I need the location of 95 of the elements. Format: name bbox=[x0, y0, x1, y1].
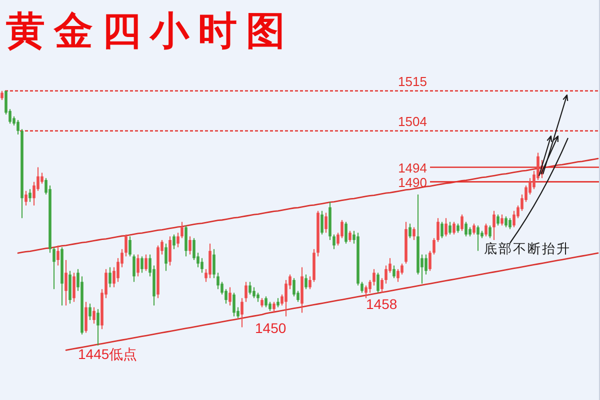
candlestick bbox=[320, 210, 324, 236]
candlestick bbox=[324, 212, 328, 234]
candlestick bbox=[228, 286, 232, 306]
candlestick bbox=[92, 306, 96, 324]
candlestick bbox=[440, 221, 444, 239]
candlestick bbox=[176, 232, 180, 248]
candlestick bbox=[364, 284, 368, 299]
candlestick bbox=[72, 272, 76, 302]
candlestick bbox=[344, 221, 348, 244]
candlestick bbox=[216, 272, 220, 290]
annotation: 1445低点 bbox=[78, 346, 138, 362]
candlestick bbox=[500, 214, 504, 226]
ref-line-label: 1504 bbox=[398, 114, 427, 129]
candlestick bbox=[208, 243, 212, 279]
candlestick bbox=[308, 276, 312, 290]
candlestick bbox=[132, 254, 136, 282]
candlestick bbox=[56, 244, 60, 266]
candlestick bbox=[448, 221, 452, 236]
candlestick bbox=[252, 286, 256, 299]
candlestick bbox=[188, 236, 192, 256]
candlestick bbox=[248, 281, 252, 296]
candlestick bbox=[464, 221, 468, 237]
candlestick bbox=[144, 254, 148, 272]
candlestick bbox=[304, 274, 308, 290]
ref-line-label: 1490 bbox=[398, 174, 427, 190]
candlestick bbox=[348, 230, 352, 242]
candlestick bbox=[64, 260, 68, 306]
candlestick bbox=[456, 223, 460, 234]
candlestick bbox=[172, 234, 176, 250]
candlestick bbox=[212, 248, 216, 279]
candlestick bbox=[392, 264, 396, 279]
candlestick bbox=[268, 301, 272, 312]
candlestick bbox=[136, 254, 140, 277]
candlestick bbox=[468, 226, 472, 237]
candlestick bbox=[52, 246, 56, 290]
candlestick bbox=[168, 236, 172, 266]
candlestick bbox=[452, 221, 456, 236]
candlestick bbox=[276, 298, 280, 308]
candlestick bbox=[332, 234, 336, 250]
candlestick bbox=[192, 238, 196, 260]
candlestick bbox=[380, 278, 384, 294]
candlestick bbox=[16, 120, 20, 136]
candlestick bbox=[408, 223, 412, 239]
candlestick bbox=[244, 281, 248, 302]
candlestick bbox=[444, 218, 448, 237]
candlestick bbox=[376, 272, 380, 294]
candlestick bbox=[184, 224, 188, 257]
candlestick bbox=[128, 236, 132, 257]
candlestick bbox=[108, 266, 112, 288]
candlestick bbox=[488, 224, 492, 239]
candlestick bbox=[264, 296, 268, 308]
candlestick bbox=[384, 264, 388, 284]
candlestick bbox=[496, 214, 500, 226]
candlestick bbox=[368, 280, 372, 294]
ref-line-label: 1494 bbox=[398, 160, 427, 176]
ref-line-label: 1515 bbox=[398, 74, 427, 89]
candlestick bbox=[432, 238, 436, 256]
candlestick bbox=[180, 221, 184, 239]
candlestick bbox=[400, 263, 404, 276]
candlestick bbox=[240, 298, 244, 328]
candlestick bbox=[0, 90, 4, 100]
candlestick bbox=[256, 292, 260, 302]
candlestick bbox=[272, 301, 276, 314]
candlestick bbox=[504, 216, 508, 228]
candlestick bbox=[260, 298, 264, 308]
candlestick bbox=[472, 223, 476, 236]
candlestick bbox=[284, 280, 288, 317]
candlestick bbox=[512, 210, 516, 228]
candlestick bbox=[436, 218, 440, 242]
chart-title: 黄金四小时图 bbox=[6, 10, 294, 53]
candlestick bbox=[232, 292, 236, 317]
candlestick bbox=[124, 234, 128, 257]
candlestick bbox=[164, 243, 168, 272]
candlestick bbox=[140, 256, 144, 274]
candlestick bbox=[492, 210, 496, 240]
candlestick bbox=[24, 190, 28, 206]
annotation: 底部不断抬升 bbox=[484, 241, 571, 256]
candlestick bbox=[292, 278, 296, 297]
candlestick bbox=[460, 214, 464, 232]
candlestick bbox=[396, 268, 400, 282]
candlestick bbox=[372, 268, 376, 286]
candlestick bbox=[360, 281, 364, 294]
candlestick bbox=[476, 224, 480, 252]
candlestick bbox=[96, 308, 100, 346]
candlestick bbox=[484, 223, 488, 237]
candlestick bbox=[88, 303, 92, 320]
annotation: 1450 bbox=[255, 320, 286, 336]
annotation: 1458 bbox=[366, 296, 398, 312]
candlestick bbox=[508, 218, 512, 230]
candlestick bbox=[84, 301, 88, 334]
candlestick bbox=[200, 258, 204, 274]
candlestick bbox=[428, 250, 432, 272]
candlestick bbox=[28, 188, 32, 202]
candlestick bbox=[424, 254, 428, 276]
candlestick bbox=[412, 226, 416, 240]
